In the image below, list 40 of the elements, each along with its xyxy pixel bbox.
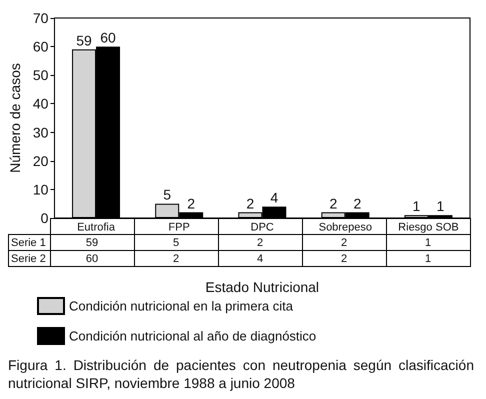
data-label: 2 [302, 250, 386, 266]
annotation: 5 [163, 186, 172, 203]
annotation: 1 [412, 198, 421, 214]
annotation: 1 [436, 198, 445, 214]
text: Figura 1. Distribución de pacientes con neutropenia según clasificación nutricional SIRP, noviembre 1988 a junio 2008 [8, 356, 474, 392]
data-label: 60 [50, 250, 134, 266]
data-label: 2 [302, 234, 386, 250]
y-tick-label: 60 [32, 38, 49, 55]
text: Serie 2 [8, 250, 50, 266]
x-tick-label: FPP [168, 222, 190, 234]
annotation: 60 [100, 30, 116, 46]
y-axis-title: Número de casos [7, 63, 23, 173]
y-tick-label: 10 [32, 181, 49, 198]
annotation: 2 [353, 195, 362, 212]
x-tick-label: Riesgo SOB [398, 222, 459, 234]
annotation: 2 [329, 195, 338, 212]
data-label: 5 [134, 234, 218, 250]
y-tick-label: 70 [32, 10, 49, 26]
x-tick-label: Sobrepeso [318, 222, 372, 234]
annotation: 2 [187, 195, 196, 212]
x-tick-label: DPC [250, 222, 274, 234]
annotation: 4 [270, 190, 278, 206]
y-tick-label: 40 [32, 96, 49, 112]
y-tick-label: 30 [32, 124, 49, 140]
y-tick-label: 50 [32, 67, 49, 84]
data-label: 2 [218, 234, 302, 250]
y-tick-label: 20 [32, 152, 49, 169]
data-label: 1 [386, 234, 470, 250]
annotation: 2 [246, 195, 254, 212]
annotation: 59 [76, 32, 92, 48]
data-label: 59 [50, 234, 134, 250]
legend-label: Condición nutricional en la primera cita [69, 298, 294, 314]
data-label: 1 [386, 250, 470, 266]
data-label: 4 [218, 250, 302, 266]
text: Serie 1 [8, 234, 50, 250]
y-tick-label: 0 [40, 210, 49, 226]
data-label: 2 [134, 250, 218, 266]
legend-label: Condición nutricional al año de diagnóstico [69, 328, 316, 344]
x-axis-title: Estado Nutricional [205, 279, 320, 295]
x-tick-label: Eutrofia [77, 222, 116, 234]
